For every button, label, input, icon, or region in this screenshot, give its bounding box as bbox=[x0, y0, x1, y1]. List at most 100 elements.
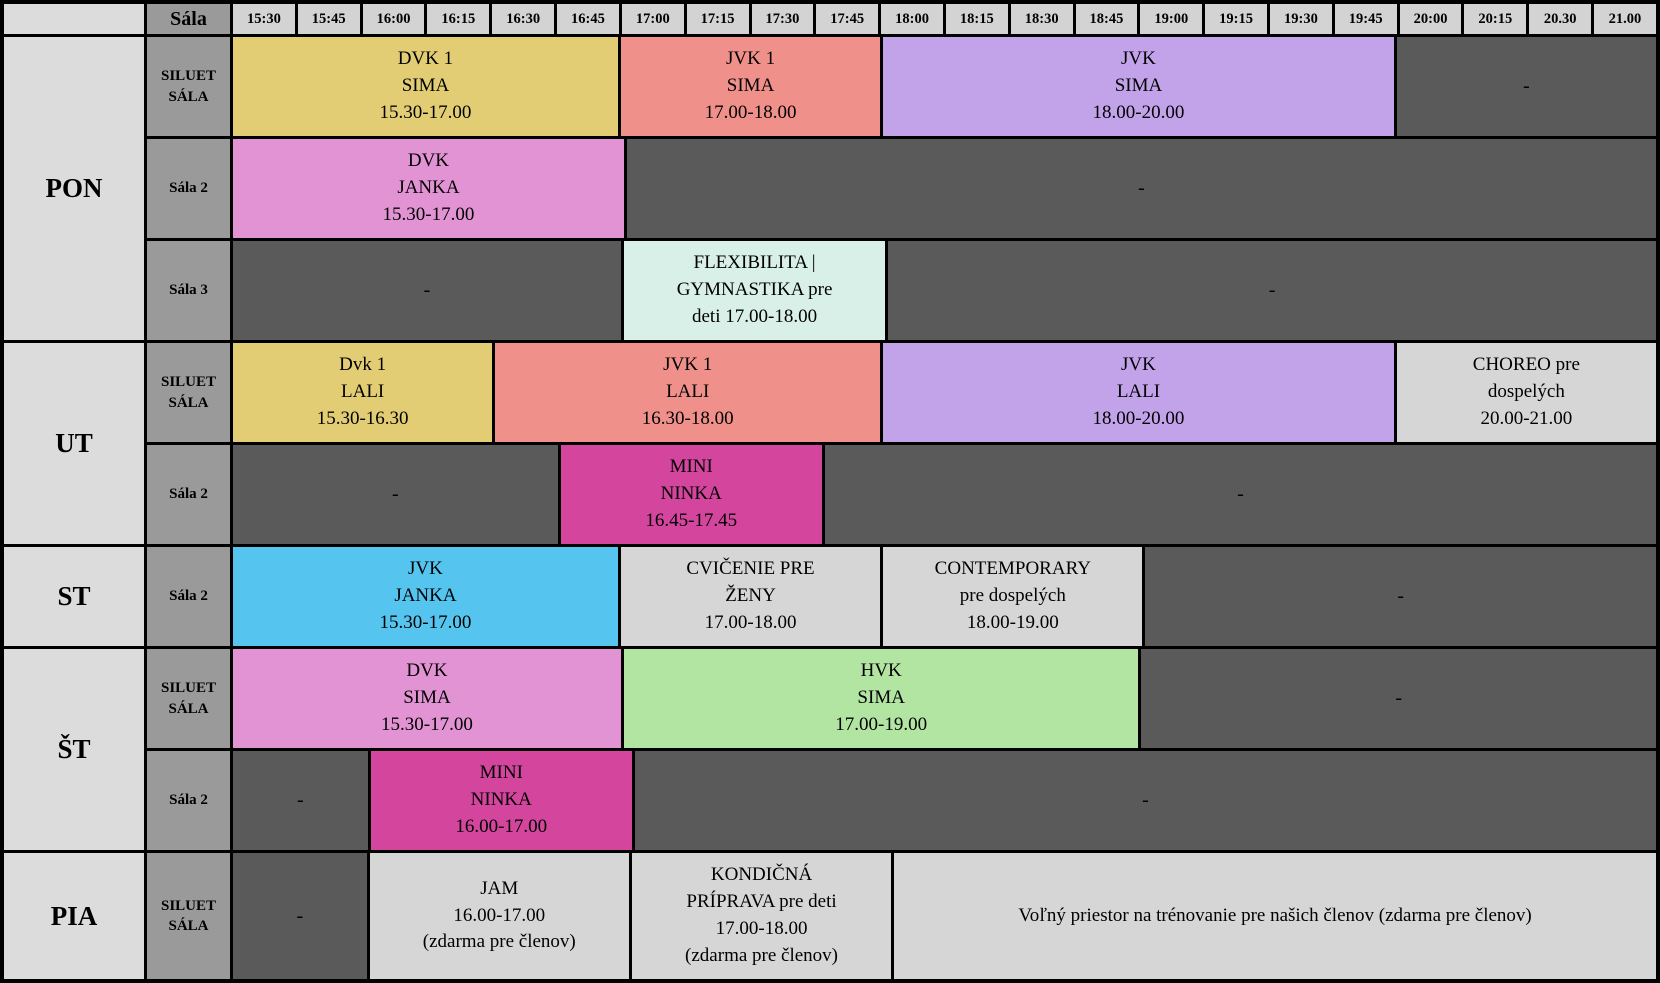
empty-slot: - bbox=[824, 445, 1656, 544]
empty-slot-dash: - bbox=[1523, 75, 1530, 98]
time-header-cell: 17:30 bbox=[751, 4, 814, 34]
time-header-row: Sála 15:30 15:45 16:00 16:15 16:30 16:45 17:00… bbox=[4, 4, 1656, 34]
room-events: JVK JANKA 15.30-17.00 CVIČENIE PRE ŽENY 17.00… bbox=[233, 547, 1656, 646]
room-label: SILUET SÁLA bbox=[147, 853, 230, 979]
event-cell: JVK 1 SIMA 17.00-18.00 bbox=[620, 37, 881, 136]
room-label: SILUET SÁLA bbox=[147, 649, 230, 748]
room-row: Sála 2 - MINI NINKA 16.00-17.00 - bbox=[147, 751, 1656, 850]
room-events: - MINI NINKA 16.45-17.45 - bbox=[233, 445, 1656, 544]
empty-slot: - bbox=[1145, 547, 1656, 646]
day-group-pon: PON SILUET SÁLA DVK 1 SIMA 15.30-17.00 JVK 1 SI… bbox=[4, 37, 1656, 340]
empty-slot-dash: - bbox=[296, 904, 304, 927]
event-text-line: 16.45-17.45 bbox=[645, 509, 738, 531]
event-text-line: 17.00-18.00 bbox=[704, 101, 797, 123]
event-text-line: JVK bbox=[1121, 48, 1156, 70]
empty-slot-dash: - bbox=[1397, 585, 1405, 608]
time-header-cell: 20:15 bbox=[1464, 4, 1527, 34]
event-cell: DVK 1 SIMA 15.30-17.00 bbox=[233, 37, 618, 136]
event-cell: CHOREO pre dospelých 20.00-21.00 bbox=[1396, 343, 1656, 442]
event-cell: FLEXIBILITA | GYMNASTIKA pre deti 17.00-18… bbox=[623, 241, 886, 340]
event-text-line: JVK bbox=[1121, 354, 1156, 376]
room-label: Sála 2 bbox=[147, 139, 230, 238]
day-rooms: SILUET SÁLA Dvk 1 LALI 15.30-16.30 JVK 1 LALI 1… bbox=[147, 343, 1656, 544]
event-cell: CONTEMPORARY pre dospelých 18.00-19.00 bbox=[883, 547, 1143, 646]
event-text-line: 17.00-19.00 bbox=[835, 713, 928, 735]
time-header-cell: 16:15 bbox=[427, 4, 490, 34]
room-row: SILUET SÁLA - JAM 16.00-17.00 (zdarma pre čle… bbox=[147, 853, 1656, 979]
empty-slot: - bbox=[1141, 649, 1656, 748]
event-text-line: ŽENY bbox=[725, 585, 776, 607]
day-label: PIA bbox=[4, 853, 144, 979]
time-header-cell: 18:45 bbox=[1075, 4, 1138, 34]
room-events: - FLEXIBILITA | GYMNASTIKA pre deti 17.00-1… bbox=[233, 241, 1656, 340]
time-header-cell: 17:00 bbox=[621, 4, 684, 34]
event-text-line: 18.00-19.00 bbox=[966, 611, 1059, 633]
room-label-line: Sála 2 bbox=[169, 486, 208, 503]
room-label: Sála 2 bbox=[147, 445, 230, 544]
time-header-cell: 15:30 bbox=[233, 4, 295, 34]
empty-slot-dash: - bbox=[1142, 789, 1149, 812]
event-text-line: 16.00-17.00 bbox=[453, 904, 546, 926]
day-label: ŠT bbox=[4, 649, 144, 850]
empty-slot-dash: - bbox=[423, 279, 431, 302]
time-header-cell: 19:15 bbox=[1205, 4, 1267, 34]
room-label: Sála 2 bbox=[147, 547, 230, 646]
empty-slot: - bbox=[626, 139, 1656, 238]
event-cell: JVK JANKA 15.30-17.00 bbox=[233, 547, 618, 646]
event-text-line: JANKA bbox=[394, 585, 457, 607]
event-text-line: MINI bbox=[669, 456, 713, 478]
empty-slot: - bbox=[233, 751, 368, 850]
event-text-line: 16.30-18.00 bbox=[641, 407, 734, 429]
sala-column-header: Sála bbox=[147, 4, 230, 34]
event-cell: HVK SIMA 17.00-19.00 bbox=[623, 649, 1139, 748]
event-text-line: LALI bbox=[666, 381, 710, 403]
event-text-line: (zdarma pre členov) bbox=[685, 944, 839, 966]
event-text-line: Voľný priestor na trénovanie pre našich … bbox=[1018, 904, 1532, 926]
room-label-line: SILUET bbox=[160, 374, 217, 391]
event-text-line: deti 17.00-18.00 bbox=[692, 305, 818, 327]
room-row: SILUET SÁLA DVK SIMA 15.30-17.00 HVK SIMA 17.00… bbox=[147, 649, 1656, 748]
time-header-cell: 20:00 bbox=[1399, 4, 1462, 34]
room-label-line: Sála 3 bbox=[169, 282, 208, 299]
event-text-line: 15.30-17.00 bbox=[381, 713, 473, 735]
time-header-cells: 15:30 15:45 16:00 16:15 16:30 16:45 17:00 17:15… bbox=[233, 4, 1656, 34]
event-text-line: LALI bbox=[341, 381, 385, 403]
event-text-line: MINI bbox=[479, 762, 523, 784]
room-row: Sála 2 DVK JANKA 15.30-17.00 - bbox=[147, 139, 1656, 238]
event-cell: CVIČENIE PRE ŽENY 17.00-18.00 bbox=[620, 547, 881, 646]
event-text-line: CHOREO pre bbox=[1472, 354, 1580, 376]
event-text-line: SIMA bbox=[1114, 75, 1163, 97]
room-label-line: SÁLA bbox=[168, 918, 209, 934]
event-text-line: 18.00-20.00 bbox=[1092, 407, 1185, 429]
empty-slot-dash: - bbox=[1138, 177, 1145, 200]
day-label: ST bbox=[4, 547, 144, 646]
room-label-line: Sála 2 bbox=[169, 792, 208, 809]
room-label: SILUET SÁLA bbox=[147, 37, 230, 136]
time-header-cell: 19:30 bbox=[1270, 4, 1332, 34]
event-text-line: 15.30-17.00 bbox=[379, 611, 472, 633]
event-text-line: JVK 1 bbox=[663, 354, 713, 376]
event-text-line: KONDIČNÁ bbox=[710, 864, 813, 886]
day-rooms: SILUET SÁLA - JAM 16.00-17.00 (zdarma pre čle… bbox=[147, 853, 1656, 979]
empty-slot: - bbox=[233, 445, 558, 544]
empty-slot-dash: - bbox=[391, 483, 399, 506]
time-header-cell: 15:45 bbox=[297, 4, 360, 34]
event-text-line: JVK bbox=[408, 558, 443, 580]
event-text-line: 15.30-17.00 bbox=[382, 203, 475, 225]
time-header-cell: 19:45 bbox=[1334, 4, 1397, 34]
event-text-line: HVK bbox=[860, 660, 902, 682]
time-header-cell: 16:45 bbox=[557, 4, 619, 34]
room-label-line: SILUET bbox=[160, 897, 217, 914]
event-text-line: DVK bbox=[406, 660, 448, 682]
empty-slot: - bbox=[634, 751, 1656, 850]
time-header-cell: 18:15 bbox=[945, 4, 1008, 34]
room-label-line: SÁLA bbox=[168, 700, 209, 717]
time-header-cell: 20.30 bbox=[1529, 4, 1592, 34]
event-text-line: SIMA bbox=[857, 687, 905, 709]
empty-slot: - bbox=[888, 241, 1656, 340]
time-header-cell: 17:45 bbox=[816, 4, 879, 34]
event-text-line: GYMNASTIKA pre bbox=[676, 279, 833, 301]
empty-slot-dash: - bbox=[1237, 483, 1244, 506]
day-group-pia: PIA SILUET SÁLA - JAM 16.00-17.00 (zdarma pre … bbox=[4, 853, 1656, 979]
